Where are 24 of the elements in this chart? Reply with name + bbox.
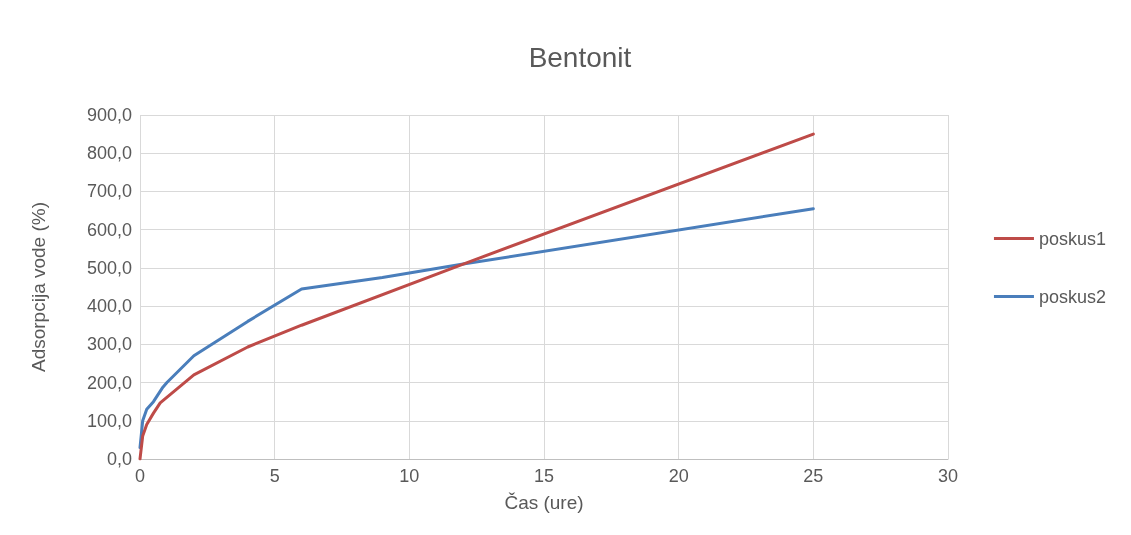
y-tick-label: 800,0 [86,143,132,164]
y-tick-label: 700,0 [86,181,132,202]
y-tick-label: 0,0 [106,449,132,469]
x-tick-label: 0 [134,466,146,486]
x-tick-label: 20 [668,466,689,486]
y-tick-label: 200,0 [86,372,132,393]
legend-label: poskus1 [1038,228,1106,249]
y-axis-title: Adsorpcija vode (%) [28,201,49,373]
chart-title: Bentonit [528,41,632,73]
line-series [138,207,815,450]
x-axis-title: Čas (ure) [504,492,584,513]
y-tick-label: 500,0 [86,257,132,278]
y-tick-label: 600,0 [86,219,132,240]
y-tick-label: 400,0 [86,296,132,317]
x-tick-label: 30 [937,466,959,486]
x-tick-label: 10 [399,466,420,486]
legend-label: poskus2 [1038,286,1106,307]
x-tick-label: 5 [269,466,280,486]
y-tick-label: 100,0 [86,410,132,431]
y-tick-label: 900,0 [86,105,132,125]
x-tick-label: 25 [803,466,824,486]
y-tick-label: 300,0 [86,334,132,355]
x-tick-label: 15 [533,466,555,486]
line-series [138,132,815,461]
